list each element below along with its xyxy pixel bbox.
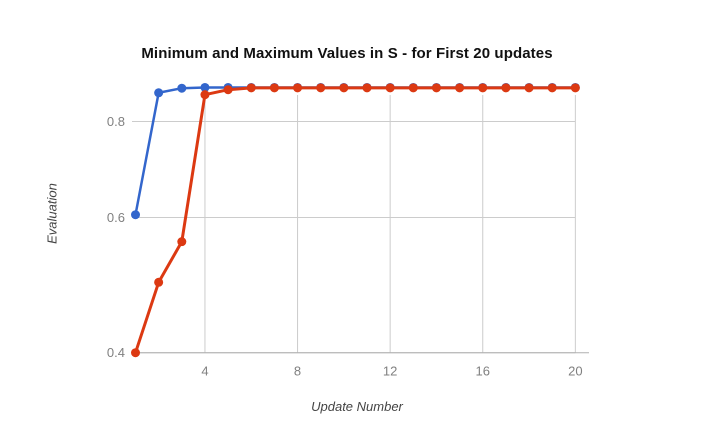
series-red-point [316, 83, 326, 93]
series-red-point [293, 83, 303, 93]
series-blue-point [131, 210, 140, 220]
series-blue-point [177, 83, 187, 93]
series-red-line [134, 86, 577, 355]
y-tick-label: 0.6 [107, 210, 125, 225]
series-red-point [362, 83, 372, 93]
x-tick-label: 12 [383, 364, 397, 379]
series-red-point [455, 83, 465, 93]
series-red-point [501, 83, 511, 93]
series-red-point [524, 83, 534, 93]
y-axis-title: Evaluation [44, 183, 60, 244]
series-blue-line [134, 86, 577, 216]
chart-title: Minimum and Maximum Values in S - for Fi… [141, 45, 553, 62]
series-red-point [570, 83, 580, 93]
x-axis-title: Update Number [311, 399, 403, 414]
series-red-point [478, 83, 488, 93]
x-tick-label: 4 [201, 364, 208, 379]
series-red-point [547, 83, 557, 93]
series-red-point [223, 85, 233, 95]
series-red-point [177, 237, 187, 247]
series-blue-point [154, 88, 164, 98]
series-red-point [131, 348, 140, 358]
y-tick-label: 0.4 [107, 345, 125, 360]
y-tick-label: 0.8 [107, 114, 125, 129]
series-red-point [200, 90, 210, 100]
series-red-point [269, 83, 279, 93]
x-tick-label: 8 [294, 364, 301, 379]
series-red-point [246, 83, 256, 93]
series-red-point [339, 83, 349, 93]
series-red-point [385, 83, 395, 93]
x-tick-label: 16 [476, 364, 490, 379]
series-red-point [431, 83, 441, 93]
series-red-point [408, 83, 418, 93]
series-red-point [154, 277, 164, 287]
series-blue-point [200, 82, 210, 92]
x-tick-label: 20 [568, 364, 582, 379]
